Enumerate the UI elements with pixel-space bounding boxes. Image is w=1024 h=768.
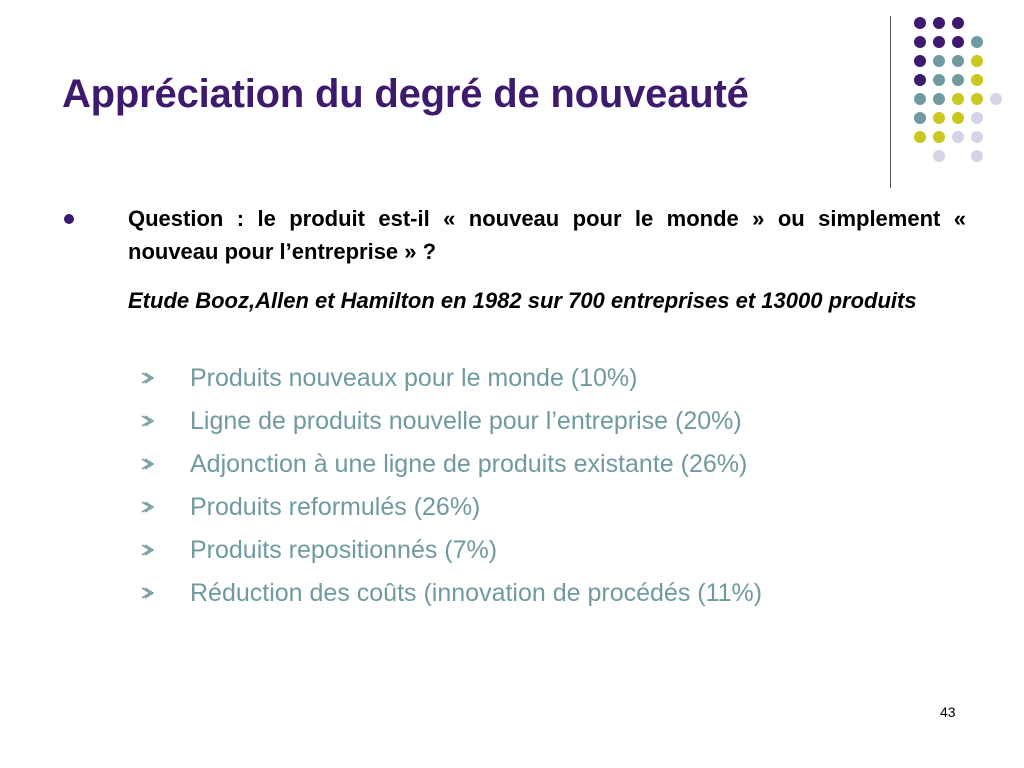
dot bbox=[952, 93, 964, 105]
dot bbox=[952, 17, 964, 29]
dot bbox=[990, 93, 1002, 105]
dot bbox=[914, 131, 926, 143]
arrow-bullet-icon bbox=[141, 415, 154, 427]
dot bbox=[914, 112, 926, 124]
dot bbox=[933, 112, 945, 124]
dot bbox=[914, 74, 926, 86]
dot bbox=[971, 131, 983, 143]
arrow-bullet-icon bbox=[141, 587, 154, 599]
arrow-bullet-icon bbox=[141, 544, 154, 556]
dot bbox=[933, 131, 945, 143]
question-text: Question : le produit est-il « nouveau p… bbox=[128, 206, 966, 264]
dot bbox=[933, 74, 945, 86]
dot bbox=[952, 112, 964, 124]
dot bbox=[952, 74, 964, 86]
arrow-bullet-icon bbox=[141, 458, 154, 470]
list-item-label: Produits reformulés (26%) bbox=[190, 493, 481, 521]
dot bbox=[933, 93, 945, 105]
dot bbox=[933, 36, 945, 48]
dot bbox=[952, 36, 964, 48]
list-item-label: Produits nouveaux pour le monde (10%) bbox=[190, 364, 638, 392]
dot bbox=[971, 112, 983, 124]
list-item-label: Adjonction à une ligne de produits exist… bbox=[190, 450, 748, 478]
dot bbox=[952, 55, 964, 67]
arrow-bullet-icon bbox=[141, 372, 154, 384]
dot bbox=[971, 74, 983, 86]
list-item-label: Réduction des coûts (innovation de procé… bbox=[190, 579, 763, 607]
dot bbox=[914, 55, 926, 67]
dot bbox=[971, 55, 983, 67]
list-item-label: Ligne de produits nouvelle pour l’entrep… bbox=[190, 407, 742, 435]
study-text: Etude Booz,Allen et Hamilton en 1982 sur… bbox=[128, 288, 917, 313]
dot bbox=[933, 150, 945, 162]
list-item-label: Produits repositionnés (7%) bbox=[190, 536, 498, 564]
dot bbox=[971, 150, 983, 162]
dot bbox=[914, 36, 926, 48]
dot bbox=[952, 131, 964, 143]
page-number: 43 bbox=[940, 704, 956, 720]
dot bbox=[914, 93, 926, 105]
dot bbox=[971, 93, 983, 105]
slide-title: Appréciation du degré de nouveauté bbox=[62, 72, 749, 116]
dot bbox=[933, 55, 945, 67]
dot bbox=[914, 17, 926, 29]
arrow-bullet-icon bbox=[141, 501, 154, 513]
dot bbox=[933, 17, 945, 29]
decorative-divider bbox=[890, 16, 891, 188]
round-bullet-icon bbox=[64, 214, 74, 224]
dot bbox=[971, 36, 983, 48]
